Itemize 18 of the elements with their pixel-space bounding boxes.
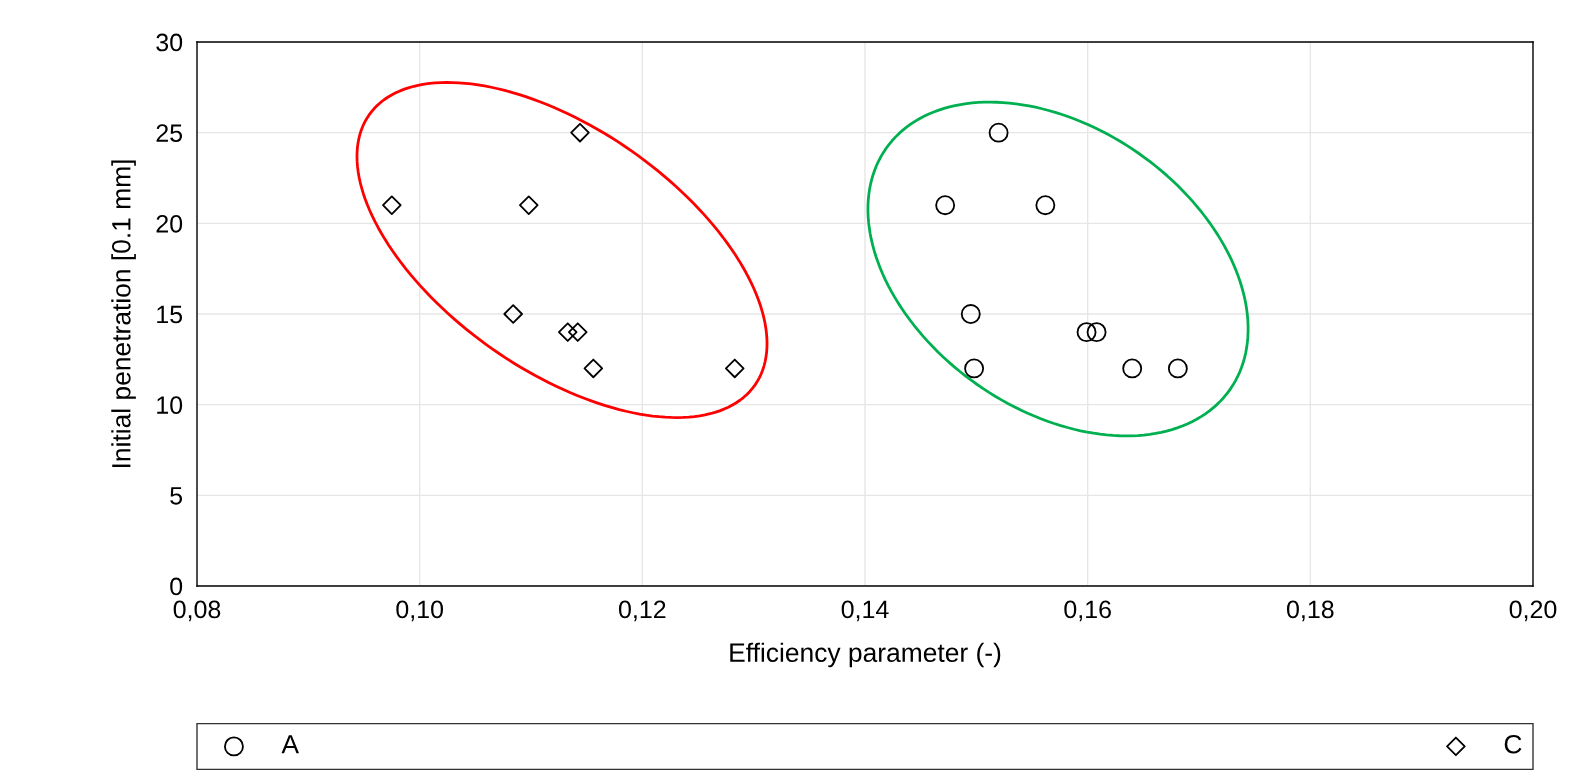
x-axis-title: Efficiency parameter (-) — [730, 642, 1001, 668]
legend-label: A — [281, 735, 299, 754]
y-tick-label: 0 — [170, 577, 183, 596]
y-axis-title: Initial penetration [0.1 mm] — [111, 160, 136, 468]
x-tick-label: 0,20 — [1509, 600, 1557, 622]
legend-label: C — [1504, 734, 1522, 754]
x-tick-label: 0,08 — [173, 600, 221, 622]
y-tick-label: 30 — [156, 33, 183, 52]
x-tick-label: 0,16 — [1064, 600, 1111, 622]
y-tick-label: 5 — [170, 487, 183, 505]
x-tick-label: 0,14 — [841, 600, 889, 622]
x-tick-label: 0,10 — [396, 600, 444, 622]
x-tick-label: 0,18 — [1286, 600, 1334, 622]
y-tick-label: 15 — [157, 305, 183, 324]
y-tick-label: 10 — [157, 396, 183, 414]
y-tick-label: 25 — [156, 124, 183, 142]
x-tick-label: 0,12 — [618, 600, 666, 622]
y-tick-label: 20 — [156, 214, 183, 233]
